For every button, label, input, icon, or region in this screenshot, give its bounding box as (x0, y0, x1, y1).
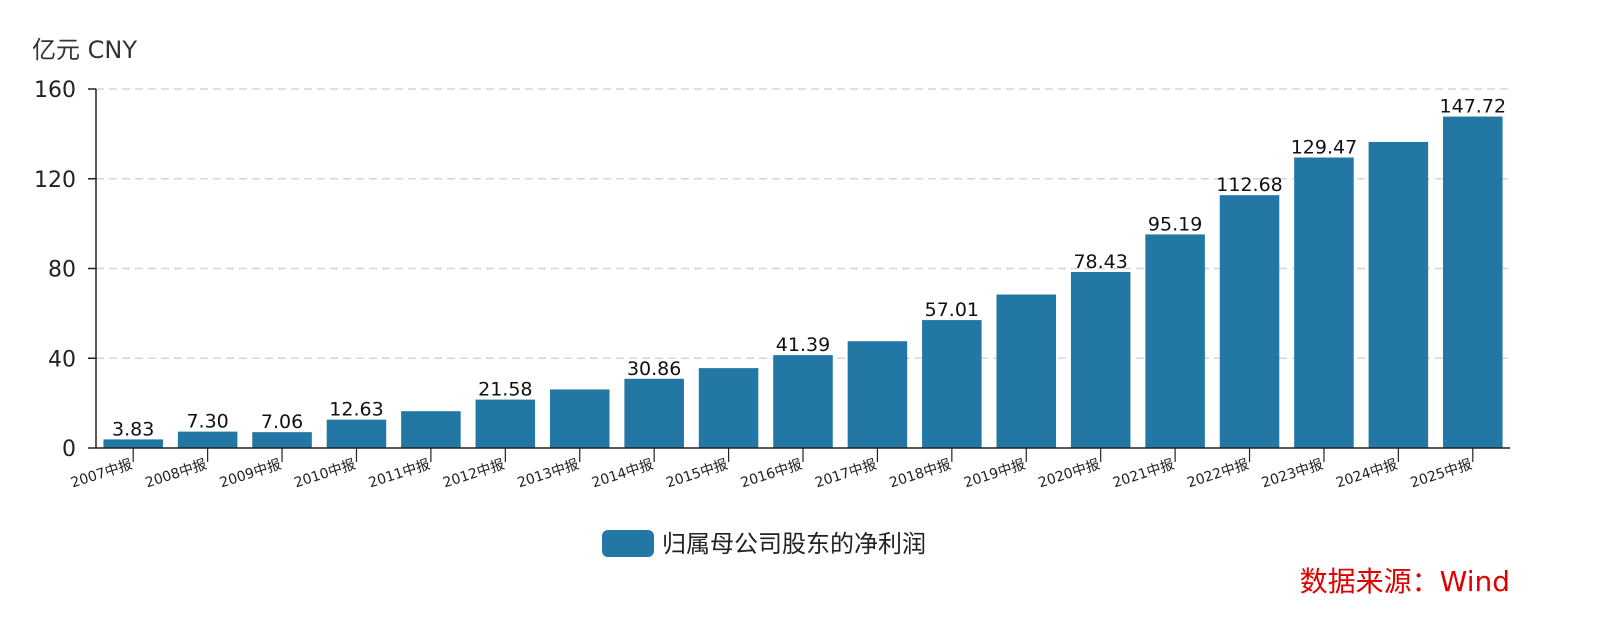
y-tick-label: 160 (34, 78, 76, 103)
y-tick-label: 40 (48, 347, 76, 372)
x-tick-label: 2019中报 (962, 457, 1027, 492)
y-tick-label: 120 (34, 168, 76, 193)
bar (1219, 195, 1280, 448)
bar (549, 389, 610, 448)
x-tick-label: 2011中报 (367, 457, 432, 492)
bar (1145, 234, 1205, 448)
x-tick-label: 2025中报 (1409, 457, 1474, 492)
legend-swatch (602, 530, 654, 557)
x-tick-label: 2010中报 (292, 457, 357, 492)
legend-label: 归属母公司股东的净利润 (662, 530, 926, 558)
x-tick-label: 2009中报 (218, 457, 283, 492)
data-label: 78.43 (1073, 251, 1127, 273)
data-label: 21.58 (478, 379, 532, 401)
y-axis-unit-label: 亿元 CNY (32, 36, 137, 64)
x-tick-label: 2022中报 (1185, 457, 1250, 492)
x-tick-label: 2013中报 (516, 457, 581, 492)
bar (698, 368, 759, 448)
bar (1368, 141, 1429, 448)
bar (996, 294, 1057, 448)
data-label: 41.39 (776, 334, 830, 356)
data-label: 57.01 (925, 299, 979, 321)
x-tick-label: 2020中报 (1036, 457, 1101, 492)
data-label: 147.72 (1440, 96, 1506, 118)
legend[interactable]: 归属母公司股东的净利润 (602, 530, 926, 558)
x-tick-label: 2016中报 (739, 457, 804, 492)
x-tick-label: 2017中报 (813, 457, 878, 492)
bar (773, 355, 833, 448)
bar (922, 320, 982, 448)
bar (401, 411, 461, 448)
x-tick-label: 2023中报 (1260, 457, 1325, 492)
source-note: 数据来源：Wind (1300, 565, 1510, 598)
bar (847, 341, 908, 448)
x-tick-label: 2021中报 (1111, 457, 1176, 492)
bar (252, 432, 312, 448)
x-tick-label: 2008中报 (143, 457, 208, 492)
data-label: 129.47 (1291, 137, 1357, 159)
x-tick-label: 2018中报 (888, 457, 953, 492)
bar (1443, 116, 1503, 448)
bar (326, 419, 387, 448)
bar (1070, 272, 1131, 448)
bar (103, 439, 163, 448)
bar (177, 431, 238, 448)
data-label: 7.30 (186, 411, 228, 433)
bars: 3.83 7.30 7.06 12.63 21.58 30.86 41.39 57.01 78.… (103, 96, 1506, 448)
bar (1294, 157, 1354, 448)
x-tick-label: 2007中报 (69, 457, 134, 492)
data-label: 12.63 (329, 399, 383, 421)
x-tick-label: 2014中报 (590, 457, 655, 492)
bar (624, 378, 684, 448)
x-tick-label: 2024中报 (1334, 457, 1399, 492)
data-label: 95.19 (1148, 213, 1202, 235)
data-label: 30.86 (627, 358, 681, 380)
data-label: 7.06 (261, 411, 303, 433)
x-tick-label: 2015中报 (664, 457, 729, 492)
axes: 0 40 80 120 160 2007中报 2008中报 2009中报 2010中报 2011中… (34, 78, 1510, 491)
data-label: 3.83 (112, 418, 154, 440)
y-tick-label: 0 (62, 437, 76, 462)
data-label: 112.68 (1216, 174, 1282, 196)
bar (475, 399, 536, 448)
y-tick-label: 80 (48, 258, 76, 283)
x-tick-label: 2012中报 (441, 457, 506, 492)
